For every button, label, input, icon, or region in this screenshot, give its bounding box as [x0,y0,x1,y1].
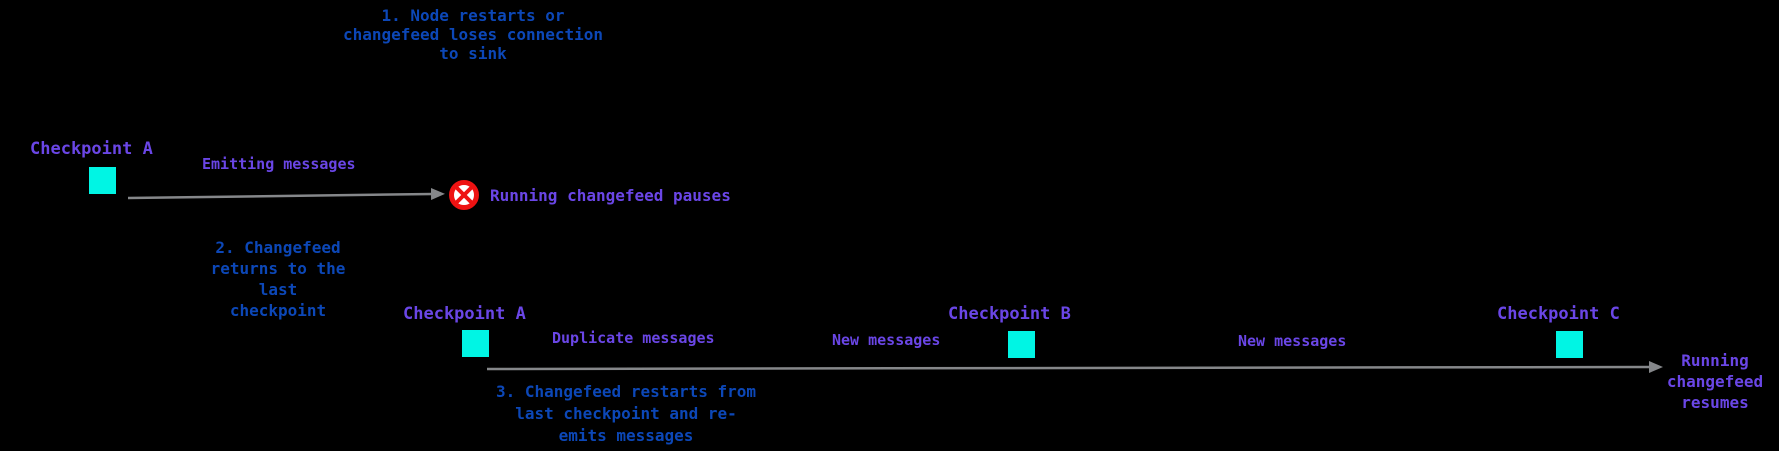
step2-line: checkpoint [229,301,327,320]
new-messages-2-label: New messages [1238,332,1347,350]
checkpoint-b-marker [1008,331,1035,358]
checkpoint-c-label: Checkpoint C [1497,304,1620,324]
step3-line: 3. Changefeed restarts from [495,382,757,401]
pause-label: Running changefeed pauses [490,186,731,205]
resume-line: resumes [1681,393,1749,412]
step2-annotation: 2. Changefeed returns to the last checkp… [178,237,378,321]
step3-line: emits messages [558,426,694,445]
resume-label: Running changefeed resumes [1649,350,1779,413]
timeline2-checkpoint-a-marker [462,330,489,357]
timeline1-checkpoint-a-marker [89,167,116,194]
checkpoint-c-marker [1556,331,1583,358]
step2-line: 2. Changefeed [215,238,341,257]
duplicate-messages-label: Duplicate messages [552,329,715,347]
step3-annotation: 3. Changefeed restarts from last checkpo… [485,381,767,447]
step1-line: to sink [439,44,507,63]
circled-x-icon [449,180,479,210]
timeline1-checkpoint-a-label: Checkpoint A [30,139,153,159]
timeline2-arrow [486,361,1663,374]
emitting-messages-label: Emitting messages [202,155,356,173]
timeline2-checkpoint-a-label: Checkpoint A [403,304,526,324]
step2-line: returns to the [210,259,346,278]
step3-line: last checkpoint and re- [515,404,737,423]
timeline1-arrow [127,188,445,201]
resume-line: Running [1681,351,1749,370]
step2-line: last [258,280,298,299]
new-messages-1-label: New messages [832,331,941,349]
step1-line: changefeed loses connection [342,25,604,44]
step1-line: 1. Node restarts or [381,6,565,25]
checkpoint-b-label: Checkpoint B [948,304,1071,324]
step1-annotation: 1. Node restarts or changefeed loses con… [333,6,613,63]
resume-line: changefeed [1666,372,1764,391]
